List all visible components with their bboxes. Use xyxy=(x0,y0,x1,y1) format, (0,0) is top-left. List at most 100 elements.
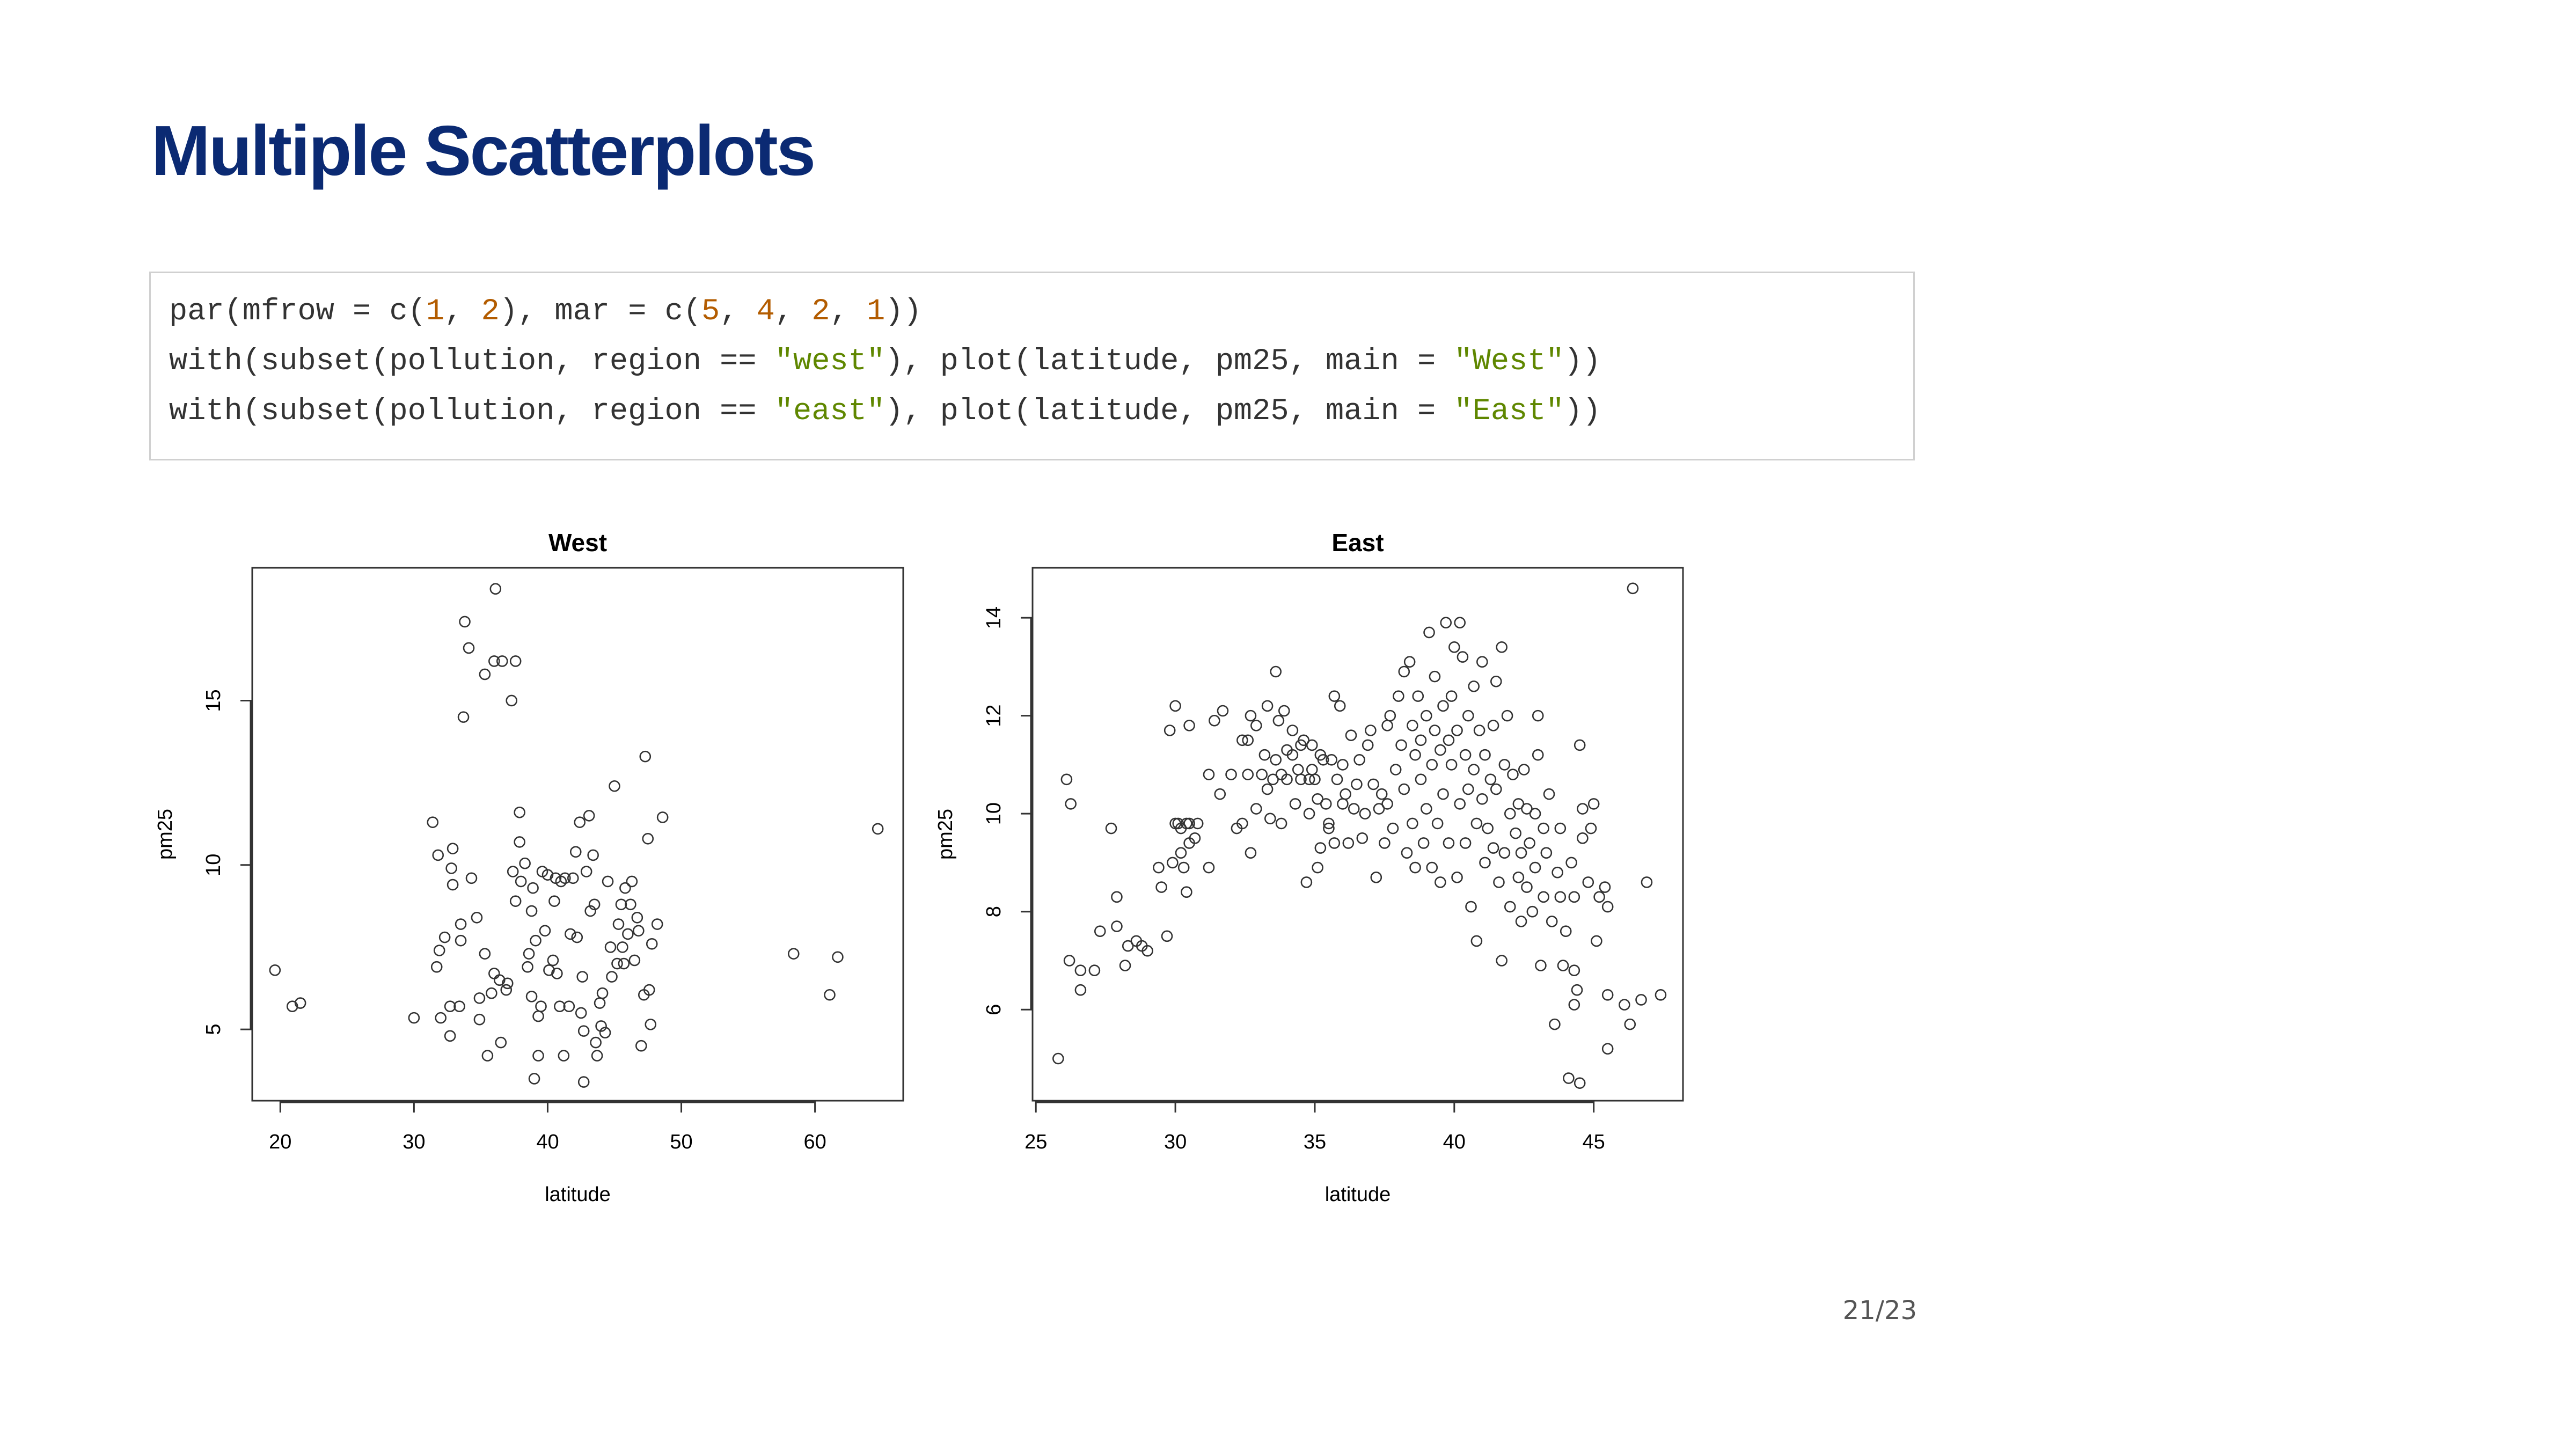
point xyxy=(1540,847,1553,859)
point xyxy=(1272,714,1285,727)
x-axis-label: latitude xyxy=(1325,1183,1391,1206)
point xyxy=(787,948,800,960)
point xyxy=(1345,729,1357,741)
point xyxy=(1052,1052,1064,1065)
point xyxy=(1281,773,1293,786)
point xyxy=(555,875,567,888)
point xyxy=(444,1030,456,1042)
point xyxy=(1415,734,1427,747)
point xyxy=(501,977,514,990)
point xyxy=(619,882,631,894)
code-token: 2 xyxy=(811,295,830,329)
point xyxy=(444,1000,456,1012)
point xyxy=(1111,891,1123,903)
point xyxy=(1470,935,1483,947)
point xyxy=(435,1012,447,1024)
point xyxy=(1451,724,1463,736)
point xyxy=(571,931,583,943)
point xyxy=(1312,793,1323,805)
point xyxy=(1459,837,1472,849)
point xyxy=(1169,700,1181,712)
point xyxy=(1167,857,1179,869)
point xyxy=(1563,1072,1575,1084)
point xyxy=(1111,920,1123,932)
point xyxy=(559,872,571,884)
point xyxy=(1393,690,1404,702)
point xyxy=(832,951,844,963)
code-token: ), mar = c( xyxy=(499,295,702,329)
y-tick-label: 12 xyxy=(983,704,1005,727)
point xyxy=(1303,808,1315,819)
x-axis-label: latitude xyxy=(545,1183,611,1206)
point xyxy=(1568,999,1580,1011)
point xyxy=(1529,861,1541,874)
code-token: 1 xyxy=(426,295,445,329)
point xyxy=(1328,837,1341,849)
code-line: par(mfrow = c(1, 2), mar = c(5, 4, 2, 1)… xyxy=(169,295,922,329)
point xyxy=(567,872,579,884)
point xyxy=(1641,876,1653,888)
point xyxy=(500,984,513,996)
point xyxy=(565,928,576,940)
y-tick-label: 14 xyxy=(983,606,1005,629)
point xyxy=(1292,764,1304,775)
code-token: "east" xyxy=(774,394,885,429)
point xyxy=(1493,876,1505,888)
plot-frame xyxy=(1031,567,1684,1102)
code-token: )) xyxy=(1564,345,1601,379)
code-token: with(subset(pollution, region == xyxy=(169,394,775,429)
point xyxy=(515,875,527,888)
x-tick-label: 20 xyxy=(269,1131,291,1153)
point xyxy=(1381,798,1393,810)
point xyxy=(1624,1018,1636,1030)
point xyxy=(1298,734,1309,747)
code-token: "west" xyxy=(774,345,885,379)
point xyxy=(465,872,478,884)
point xyxy=(1619,999,1630,1011)
point xyxy=(433,945,445,956)
point xyxy=(617,941,628,953)
point xyxy=(1181,886,1192,898)
point xyxy=(1507,769,1519,780)
point xyxy=(507,866,519,877)
point xyxy=(1524,837,1535,849)
point xyxy=(1498,847,1511,859)
point xyxy=(1261,783,1274,795)
point xyxy=(528,1073,540,1085)
point xyxy=(1421,709,1432,722)
point xyxy=(618,957,630,970)
point xyxy=(1367,778,1379,791)
code-token: 5 xyxy=(701,295,720,329)
point xyxy=(539,925,551,937)
point xyxy=(1155,881,1167,893)
point xyxy=(1337,798,1349,810)
point xyxy=(408,1012,420,1024)
point xyxy=(1351,778,1363,791)
point xyxy=(1445,759,1458,771)
point xyxy=(1225,769,1237,780)
point xyxy=(1490,675,1502,687)
point xyxy=(1359,808,1371,819)
point xyxy=(1501,709,1513,722)
point xyxy=(594,997,606,1009)
point xyxy=(1546,916,1558,927)
point xyxy=(1373,803,1385,815)
point xyxy=(1353,753,1365,766)
point xyxy=(1309,773,1321,786)
point xyxy=(1401,847,1413,859)
point xyxy=(580,866,592,877)
point xyxy=(1337,759,1349,771)
point xyxy=(489,583,502,595)
point xyxy=(1431,817,1444,830)
point xyxy=(1532,749,1544,761)
point xyxy=(479,668,491,680)
point xyxy=(872,823,884,835)
point xyxy=(635,1040,647,1052)
point xyxy=(1532,709,1544,722)
point xyxy=(1295,773,1307,786)
point xyxy=(1387,822,1399,835)
point xyxy=(1245,847,1257,859)
code-block: par(mfrow = c(1, 2), mar = c(5, 4, 2, 1)… xyxy=(149,272,1915,460)
point xyxy=(1398,665,1410,678)
